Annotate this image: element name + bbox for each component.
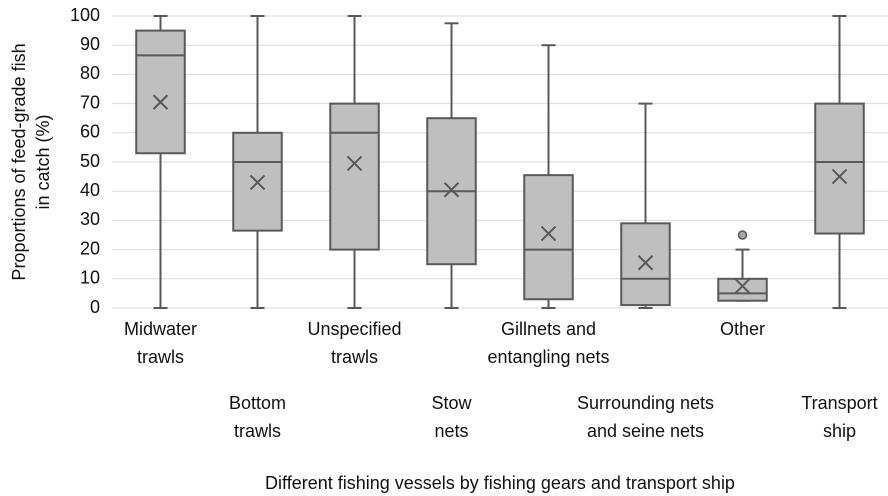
y-tick-label: 60 xyxy=(80,122,100,142)
mean-marker xyxy=(637,255,654,271)
x-tick-label: Gillnets and xyxy=(501,319,596,339)
mean-marker xyxy=(249,174,266,191)
mean-marker xyxy=(152,94,169,110)
y-tick-label: 0 xyxy=(90,297,100,317)
y-tick-label: 10 xyxy=(80,268,100,288)
x-axis-title: Different fishing vessels by fishing gea… xyxy=(265,473,735,493)
y-tick-label: 40 xyxy=(80,180,100,200)
box xyxy=(620,222,671,307)
mean-marker xyxy=(734,278,751,294)
x-tick-label: nets xyxy=(434,421,468,441)
mean-marker xyxy=(346,155,363,172)
y-tick-label: 70 xyxy=(80,92,100,112)
x-tick-label: entangling nets xyxy=(487,347,609,367)
x-tick-label: trawls xyxy=(331,347,378,367)
y-tick-label: 100 xyxy=(70,5,100,25)
x-tick-label: Stow xyxy=(431,393,472,413)
box xyxy=(135,29,186,155)
x-tick-label: ship xyxy=(823,421,856,441)
outlier xyxy=(737,230,748,240)
mean-marker xyxy=(540,225,557,242)
box xyxy=(717,277,768,302)
x-tick-label: Transport xyxy=(801,393,877,413)
y-tick-label: 30 xyxy=(80,209,100,229)
x-tick-label: and seine nets xyxy=(587,421,704,441)
x-tick-label: Surrounding nets xyxy=(577,393,714,413)
box xyxy=(523,174,574,301)
y-tick-label: 20 xyxy=(80,238,100,258)
y-tick-label: 50 xyxy=(80,151,100,171)
x-tick-label: trawls xyxy=(234,421,281,441)
y-axis-title: in catch (%) xyxy=(33,114,53,209)
y-tick-label: 80 xyxy=(80,63,100,83)
box xyxy=(814,102,865,235)
y-tick-label: 90 xyxy=(80,34,100,54)
y-axis-title: Proportions of feed-grade fish xyxy=(9,43,29,280)
x-tick-label: Unspecified xyxy=(307,319,401,339)
x-tick-label: trawls xyxy=(137,347,184,367)
x-tick-label: Midwater xyxy=(124,319,197,339)
mean-marker xyxy=(831,168,848,185)
x-tick-label: Other xyxy=(720,319,765,339)
x-tick-label: Bottom xyxy=(229,393,286,413)
mean-marker xyxy=(443,182,460,198)
box xyxy=(329,102,380,251)
